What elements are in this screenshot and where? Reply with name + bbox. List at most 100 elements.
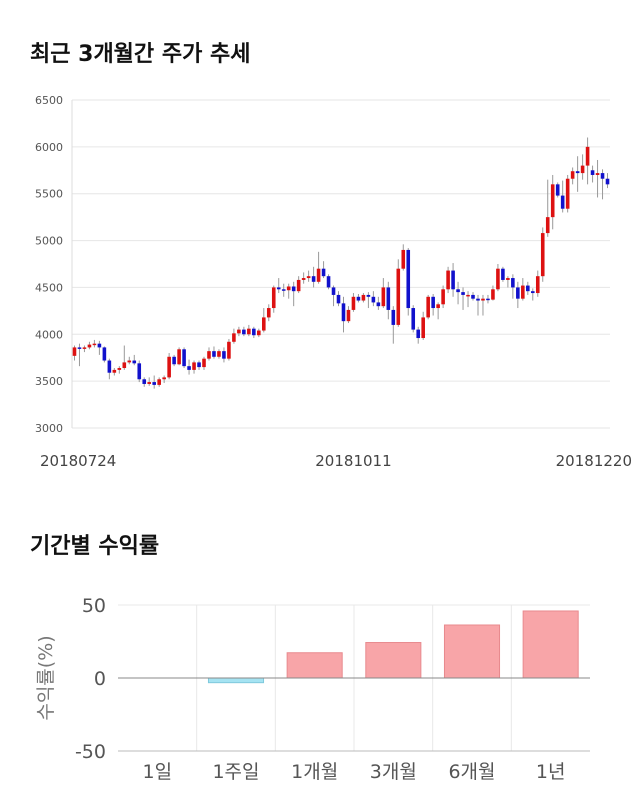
return-y-tick-label: -50 [75,741,106,763]
candle-body [87,344,92,348]
return-category-label: 6개월 [448,761,495,783]
candle-body [276,287,281,290]
candle-body [411,308,416,330]
candle-body [421,317,425,339]
candle-body [127,360,132,363]
candle-body [237,329,241,334]
candle-body [247,328,251,335]
candle-body [316,268,321,282]
price-y-tick-label: 6000 [35,141,63,154]
candle-body [471,294,475,299]
price-y-tick-label: 4000 [35,328,63,341]
candle-body [600,173,605,179]
candle-body [356,296,361,301]
candle-body [212,351,216,357]
candle-body [535,276,540,294]
candle-body [406,249,411,309]
candle-body [346,309,351,322]
candle-body [157,379,161,385]
candle-body [281,289,286,291]
candle-body [585,146,590,166]
candle-body [560,195,565,209]
candle-body [92,343,97,346]
candle-body [555,184,560,196]
price-y-tick-label: 5500 [35,188,63,201]
candle-body [456,289,460,293]
candle-body [526,285,530,292]
candle-body [590,170,595,175]
candle-body [162,377,166,380]
candle-body [516,287,520,299]
candle-body [431,296,435,309]
candle-body [182,349,186,367]
candle-body [446,270,450,290]
candle-body [371,296,376,303]
candle-body [451,270,455,290]
candle-body [580,165,585,174]
return-bar [207,677,265,684]
return-y-tick-label: 0 [94,668,106,690]
candle-body [72,347,77,356]
candle-body [132,360,137,364]
candle-body [252,328,256,336]
candle-body [605,178,610,185]
candle-body [122,362,127,369]
candle-body [366,294,371,297]
candle-body [476,298,480,301]
candle-body [396,268,401,325]
price-y-tick-label: 3000 [35,422,63,435]
candle-body [426,296,430,318]
candle-body [177,349,181,365]
candle-body [376,302,381,307]
candle-body [242,329,246,335]
candle-body [97,343,102,348]
candle-body [207,351,211,359]
candlestick-chart: 3000 3500 4000 4500 5000 5500 6000 6500 20180724… [35,94,632,470]
candle-body [107,360,112,373]
return-category-label: 3개월 [370,761,417,783]
candle-body [466,294,470,297]
candle-body [261,317,266,331]
candle-body [296,279,301,292]
candle-body [217,351,221,357]
candle-body [202,358,206,368]
candle-body [197,362,201,368]
candle-body [595,173,600,175]
return-bar [522,610,579,679]
candle-body [232,333,236,342]
candle-body [227,341,231,359]
price-trend-title: 최근 3개월간 주가 추세 [30,42,251,67]
candle-body [361,294,366,301]
candle-body [381,287,386,307]
return-y-tick-label: 50 [82,595,106,617]
candle-body [311,276,316,282]
candle-body [286,286,291,291]
candle-body [291,286,296,292]
candle-body [511,278,515,288]
candle-body [436,304,440,309]
candle-body [441,289,445,305]
candle-body [257,330,261,336]
candle-body [545,217,550,234]
period-return-title: 기간별 수익률 [30,534,160,559]
candle-body [575,171,580,174]
candle-body [351,296,356,310]
candle-body [416,329,421,339]
candle-body [321,268,326,277]
return-bar [286,652,343,679]
candle-body [565,178,570,209]
candle-body [271,287,276,309]
candle-body [77,347,82,349]
candle-body [540,233,545,277]
candle-body [152,382,156,385]
candle-body [336,294,341,304]
price-y-tick-label: 4500 [35,281,63,294]
candle-body [117,368,122,370]
date-tick-label: 20181220 [556,452,632,470]
date-tick-label: 20180724 [40,452,116,470]
candle-body [192,362,196,370]
candle-body [326,276,331,288]
candle-body [401,249,406,269]
candle-body [386,287,391,310]
